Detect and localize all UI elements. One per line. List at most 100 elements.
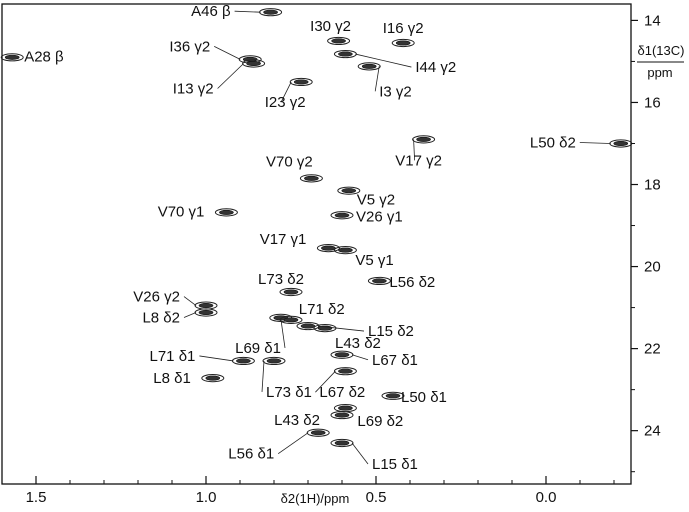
leader-line-layer (183, 10, 611, 465)
peak-contour-inner (300, 323, 316, 329)
peak-label: L15 δ1 (372, 456, 418, 473)
y-tick-label: 18 (644, 177, 661, 194)
peak-contour-outer (279, 315, 303, 324)
peak-contour-outer (381, 391, 405, 400)
y-axis-title: δ1(13C) (638, 43, 685, 58)
peak-contour-inner (334, 440, 350, 446)
peak-contour-outer (330, 438, 354, 448)
peak-contour-outer (306, 428, 330, 437)
x-tick-label: 0.5 (366, 489, 387, 506)
peak (337, 186, 361, 195)
peak-label: L56 δ2 (389, 274, 435, 291)
x-axis-title: δ2(1H)/ppm (281, 491, 350, 506)
peak-label: I30 γ2 (310, 18, 351, 35)
peak-contour-outer (289, 77, 313, 87)
peak (242, 59, 266, 68)
peak-contour-inner (338, 368, 353, 374)
peak-contour-inner (338, 51, 353, 57)
peak-contour-inner (205, 375, 221, 381)
leader-line (214, 46, 241, 60)
peak-contour-outer (242, 59, 266, 68)
peak-contour-outer (299, 174, 323, 183)
peak-contour-outer (330, 410, 354, 420)
peak (367, 276, 391, 286)
peak (201, 374, 225, 383)
peak-label: L8 δ2 (142, 310, 180, 327)
peak-label: L56 δ1 (228, 446, 274, 463)
peak (381, 391, 405, 400)
y-tick-label: 20 (644, 259, 661, 276)
peak-contour-inner (246, 60, 261, 66)
leader-line (374, 66, 380, 92)
peak-label: L8 δ1 (153, 370, 191, 387)
peak-layer (0, 8, 633, 448)
leader-line (351, 354, 369, 361)
x-tick-label: 1.0 (196, 489, 217, 506)
peak-label: L50 δ2 (530, 134, 576, 151)
peak-label: L73 δ1 (266, 384, 312, 401)
peak-label: L50 δ1 (401, 389, 447, 406)
peak (279, 315, 303, 324)
x-tick-label: 1.5 (26, 489, 47, 506)
leader-line (351, 442, 369, 465)
peak (330, 410, 354, 420)
peak-contour-inner (283, 317, 299, 323)
peak-contour-inner (321, 245, 336, 251)
peak (333, 49, 357, 59)
peak-label: A28 β (24, 48, 64, 65)
peak (259, 8, 283, 17)
peak (231, 356, 255, 366)
peak-contour-outer (279, 287, 303, 297)
peak-contour-outer (214, 208, 238, 217)
x-tick-label: 0.0 (536, 489, 557, 506)
peak-label: V26 γ2 (133, 289, 180, 306)
y-axis-unit: ppm (647, 65, 672, 80)
peak (412, 135, 436, 144)
peak-contour-outer (201, 374, 225, 383)
peak (333, 404, 357, 413)
y-axis: 14 16 18 20 22 24 (631, 12, 661, 473)
peak (194, 308, 218, 317)
y-tick-label: 24 (644, 423, 661, 440)
peak-contour-outer (367, 276, 391, 286)
peak-label: V5 γ2 (357, 192, 395, 209)
peak (194, 301, 218, 310)
peak-label: V70 γ2 (266, 153, 313, 170)
peak-label: L43 δ2 (274, 412, 320, 429)
peak (316, 244, 340, 253)
peak-label: I36 γ2 (169, 38, 210, 55)
peak-label: I44 γ2 (415, 59, 456, 76)
peak-contour-outer (412, 135, 436, 144)
peak-label: I13 γ2 (173, 80, 214, 97)
peak (289, 77, 313, 87)
plot-frame (1, 3, 632, 485)
leader-line (234, 10, 261, 13)
peak (0, 53, 24, 62)
peak-contour-outer (333, 367, 357, 376)
y-tick-label: 14 (644, 12, 661, 29)
peak-contour-inner (263, 9, 278, 15)
peak-label: L69 δ2 (357, 413, 403, 430)
peak-label: L67 δ1 (372, 352, 418, 369)
peak-contour-outer (0, 53, 24, 62)
peak-contour-inner (395, 40, 411, 46)
peak-contour-inner (198, 310, 214, 316)
peak-label: A46 β (191, 3, 231, 20)
peak-label: V17 γ1 (260, 231, 307, 248)
peak-contour-inner (219, 209, 234, 215)
y-tick-label: 16 (644, 94, 661, 111)
peak (279, 287, 303, 297)
peak-label: L69 δ1 (235, 340, 281, 357)
leader-line (183, 296, 197, 306)
peak-contour-inner (310, 430, 326, 436)
peak-contour-inner (304, 175, 319, 181)
peak-contour-outer (391, 38, 415, 48)
y-tick-label: 22 (644, 341, 661, 358)
peak (306, 428, 330, 437)
peak (333, 246, 357, 255)
peak (214, 208, 238, 217)
peak-contour-outer (330, 211, 354, 220)
peak (299, 174, 323, 183)
x-axis: 1.5 1.0 0.5 0.0 (26, 476, 615, 506)
leader-line (261, 360, 265, 392)
